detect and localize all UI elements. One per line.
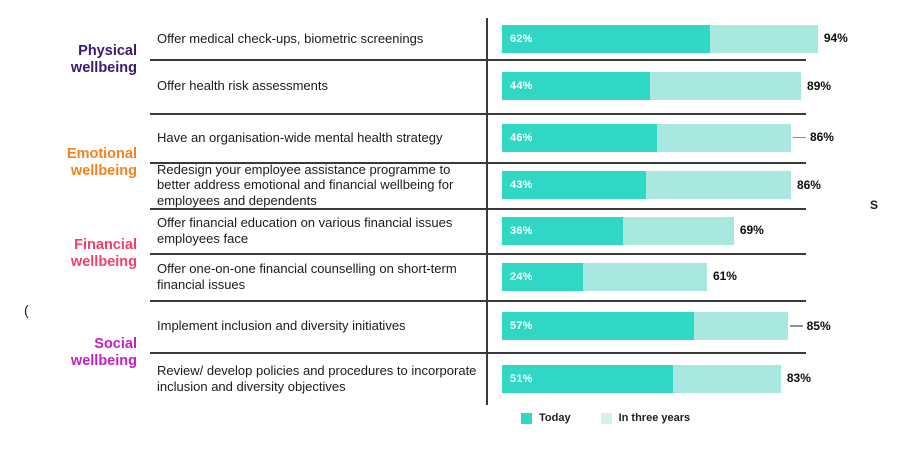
row-divider-line [150, 59, 806, 61]
stacked-bar: 62% [502, 24, 818, 53]
in-three-years-percent-label: 83% [786, 371, 811, 385]
row-divider-line [150, 253, 806, 255]
chart-row: Implement inclusion and diversity initia… [0, 300, 900, 352]
chart-row: Have an organisation-wide mental health … [0, 113, 900, 162]
item-label: Offer financial education on various fin… [157, 214, 453, 246]
chart-row: Redesign your employee assistance progra… [0, 162, 900, 208]
chart-row: Offer medical check-ups, biometric scree… [0, 18, 900, 59]
bar-today: 51% [502, 364, 674, 393]
row-divider-line [150, 300, 806, 302]
in-three-years-percent-label: 69% [739, 223, 764, 237]
item-label: Review/ develop policies and procedures … [157, 362, 477, 394]
group-label-financial-wellbeing: Financial wellbeing [17, 237, 137, 270]
group-label-social-wellbeing: Social wellbeing [17, 336, 137, 369]
bar-today: 36% [502, 216, 623, 245]
row-divider-line [150, 352, 806, 354]
stacked-bar: 36% [502, 216, 734, 245]
chart-row: Review/ develop policies and procedures … [0, 352, 900, 405]
group-label-line2: wellbeing [70, 253, 137, 270]
stray-text-left: ( [24, 302, 29, 318]
legend-label: Today [539, 412, 571, 424]
group-label-line1: Social [94, 336, 137, 352]
row-divider-line [150, 113, 806, 115]
group-label-line2: wellbeing [70, 162, 137, 179]
today-percent-label: 46% [510, 131, 533, 144]
group-label-line1: Financial [74, 237, 137, 253]
item-label: Have an organisation-wide mental health … [157, 129, 443, 145]
group-label-physical-wellbeing: Physical wellbeing [17, 43, 137, 76]
bar-today: 43% [502, 171, 647, 199]
group-label-line1: Physical [78, 43, 137, 59]
group-label-line1: Emotional [66, 146, 137, 162]
in-three-years-percent-label: 94% [823, 31, 848, 45]
chart-axis-line [486, 18, 488, 405]
label-leader-dash [789, 325, 803, 327]
stacked-bar: 44% [502, 72, 802, 100]
group-label-line2: wellbeing [70, 59, 137, 76]
bar-today: 24% [502, 262, 583, 291]
stacked-bar: 43% [502, 171, 791, 199]
in-three-years-percent-label: 89% [807, 78, 832, 93]
today-percent-label: 57% [510, 320, 533, 332]
today-percent-label: 24% [510, 270, 533, 283]
today-percent-label: 62% [510, 32, 533, 45]
today-percent-label: 36% [510, 224, 533, 237]
stacked-bar: 51% [502, 364, 781, 393]
today-percent-label: 51% [510, 372, 533, 385]
stacked-bar: 57% [502, 312, 788, 340]
item-label: Implement inclusion and diversity initia… [157, 318, 406, 334]
item-label: Offer medical check-ups, biometric scree… [157, 30, 424, 46]
row-divider-line [150, 162, 806, 164]
legend-label: In three years [618, 412, 691, 424]
in-three-years-percent-label: 86% [796, 177, 821, 192]
stray-text-right: S [870, 198, 879, 212]
bar-today: 46% [502, 123, 657, 152]
bar-today: 57% [502, 312, 694, 340]
bar-today: 62% [502, 24, 711, 53]
label-leader-dash [792, 136, 806, 139]
chart-row: Offer health risk assessments 44% 89% [0, 59, 900, 113]
group-label-line2: wellbeing [70, 352, 137, 369]
in-three-years-percent-label: 86% [809, 130, 834, 144]
group-label-emotional-wellbeing: Emotional wellbeing [17, 146, 137, 179]
today-percent-label: 43% [510, 179, 533, 191]
legend-item: In three years [600, 412, 691, 424]
in-three-years-percent-label: 85% [806, 318, 831, 333]
item-label: Offer health risk assessments [157, 78, 328, 94]
bar-today: 44% [502, 72, 650, 100]
chart-legend: Today In three years [521, 412, 690, 424]
item-label: Offer one-on-one financial counselling o… [157, 260, 457, 292]
row-divider-line [150, 208, 806, 210]
legend-item: Today [521, 412, 571, 424]
in-three-years-percent-label: 61% [712, 269, 737, 283]
today-percent-label: 44% [510, 80, 533, 92]
legend-swatch-today [521, 412, 532, 424]
stacked-bar: 24% [502, 262, 707, 291]
chart-row: Offer financial education on various fin… [0, 208, 900, 253]
legend-swatch-in-three-years [600, 412, 612, 424]
stacked-bar: 46% [502, 123, 791, 152]
item-label: Redesign your employee assistance progra… [157, 161, 454, 208]
chart-row: Offer one-on-one financial counselling o… [0, 253, 900, 300]
